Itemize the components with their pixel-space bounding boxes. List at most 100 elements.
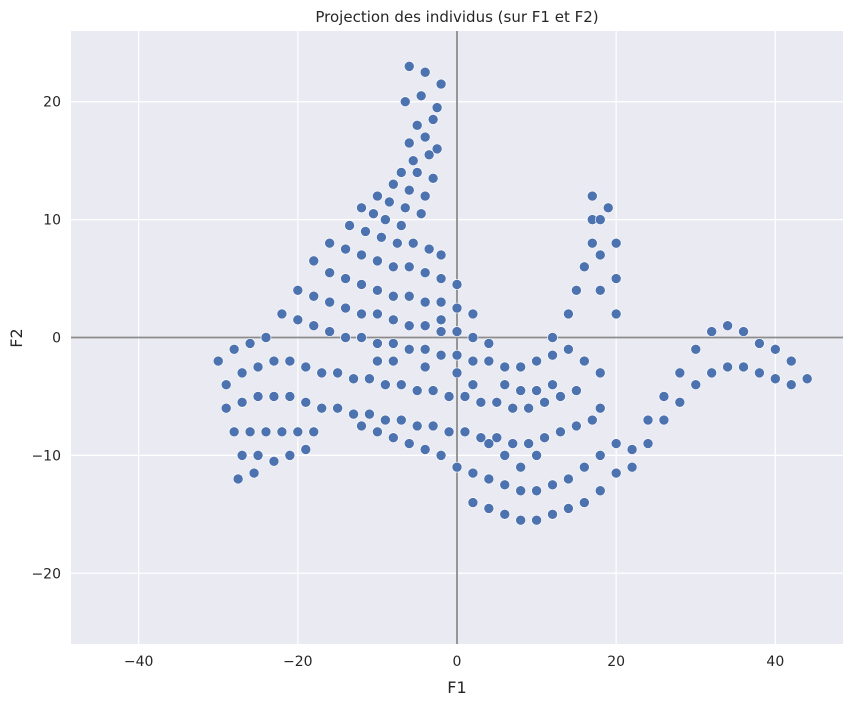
data-point	[626, 444, 638, 455]
data-point	[427, 114, 439, 125]
data-point	[690, 379, 702, 390]
data-point	[706, 367, 717, 379]
data-point	[642, 438, 654, 449]
y-axis-label: F2	[7, 328, 26, 347]
data-point	[324, 237, 335, 249]
data-point	[483, 438, 495, 449]
data-point	[236, 397, 248, 408]
data-point	[268, 455, 280, 467]
data-point	[388, 261, 399, 273]
data-point	[228, 426, 240, 438]
data-point	[523, 402, 534, 414]
data-point	[594, 450, 606, 461]
data-point	[372, 426, 383, 438]
data-point	[332, 402, 343, 414]
data-point	[523, 438, 534, 449]
data-point	[380, 379, 391, 390]
data-point	[467, 379, 479, 390]
data-point	[427, 420, 439, 432]
data-point	[220, 402, 232, 414]
data-point	[308, 255, 320, 267]
data-point	[407, 155, 419, 166]
data-point	[547, 379, 558, 390]
data-point	[415, 208, 427, 220]
x-axis-label: F1	[447, 678, 466, 697]
data-point	[451, 367, 463, 379]
data-point	[475, 397, 487, 408]
data-point	[435, 296, 447, 308]
data-point	[801, 373, 813, 385]
data-point	[419, 267, 431, 278]
data-point	[348, 373, 359, 385]
data-point	[300, 361, 312, 373]
y-tick-labels: −20 −10 0 10 20	[31, 95, 61, 583]
x-tick-label: 20	[607, 654, 625, 670]
data-point	[236, 367, 248, 379]
data-point	[372, 338, 383, 349]
data-point	[706, 326, 717, 337]
data-point	[563, 503, 574, 514]
reference-lines	[71, 31, 843, 644]
data-point	[491, 432, 503, 444]
data-point	[610, 273, 622, 284]
data-point	[483, 338, 495, 349]
data-point	[579, 461, 590, 473]
data-point	[399, 202, 411, 214]
data-point	[388, 432, 399, 444]
data-point	[594, 402, 606, 414]
data-point	[395, 220, 407, 231]
data-point	[594, 249, 606, 261]
data-point	[388, 290, 399, 302]
data-point	[284, 450, 296, 461]
data-point	[563, 308, 574, 320]
data-point	[419, 190, 431, 202]
data-point	[419, 343, 431, 355]
data-point	[499, 379, 511, 390]
x-tick-label: 40	[766, 654, 784, 670]
x-tick-label: 0	[453, 654, 462, 670]
data-point	[399, 96, 411, 108]
data-point	[252, 361, 264, 373]
data-point	[356, 279, 367, 290]
data-point	[403, 61, 415, 72]
data-point	[372, 355, 383, 367]
data-point	[507, 438, 519, 449]
data-point	[610, 237, 622, 249]
data-point	[431, 143, 443, 155]
y-tick-label: 0	[52, 331, 61, 347]
data-point	[467, 497, 479, 508]
x-tick-label: −20	[283, 654, 313, 670]
data-point	[610, 438, 622, 449]
data-point	[499, 361, 511, 373]
data-point	[459, 426, 471, 438]
data-point	[602, 202, 614, 214]
data-point	[411, 167, 423, 178]
data-point	[642, 414, 654, 426]
data-point	[443, 426, 455, 438]
data-point	[248, 467, 260, 479]
data-point	[276, 426, 288, 438]
data-point	[539, 397, 550, 408]
data-point	[610, 467, 622, 479]
data-point	[232, 473, 244, 485]
data-point	[324, 267, 335, 278]
chart-title: Projection des individus (sur F1 et F2)	[315, 8, 598, 26]
data-point	[722, 361, 733, 373]
data-point	[435, 314, 447, 326]
data-point	[722, 320, 733, 332]
data-point	[483, 355, 495, 367]
data-point	[395, 379, 407, 390]
data-point	[467, 355, 479, 367]
data-point	[308, 320, 320, 332]
data-point	[380, 214, 391, 225]
data-point	[547, 479, 558, 491]
data-point	[423, 149, 435, 161]
data-point	[431, 102, 443, 113]
data-point	[403, 290, 415, 302]
data-point	[268, 355, 280, 367]
data-point	[419, 131, 431, 143]
data-point	[571, 420, 582, 432]
data-point	[459, 391, 471, 402]
data-point	[499, 509, 511, 520]
